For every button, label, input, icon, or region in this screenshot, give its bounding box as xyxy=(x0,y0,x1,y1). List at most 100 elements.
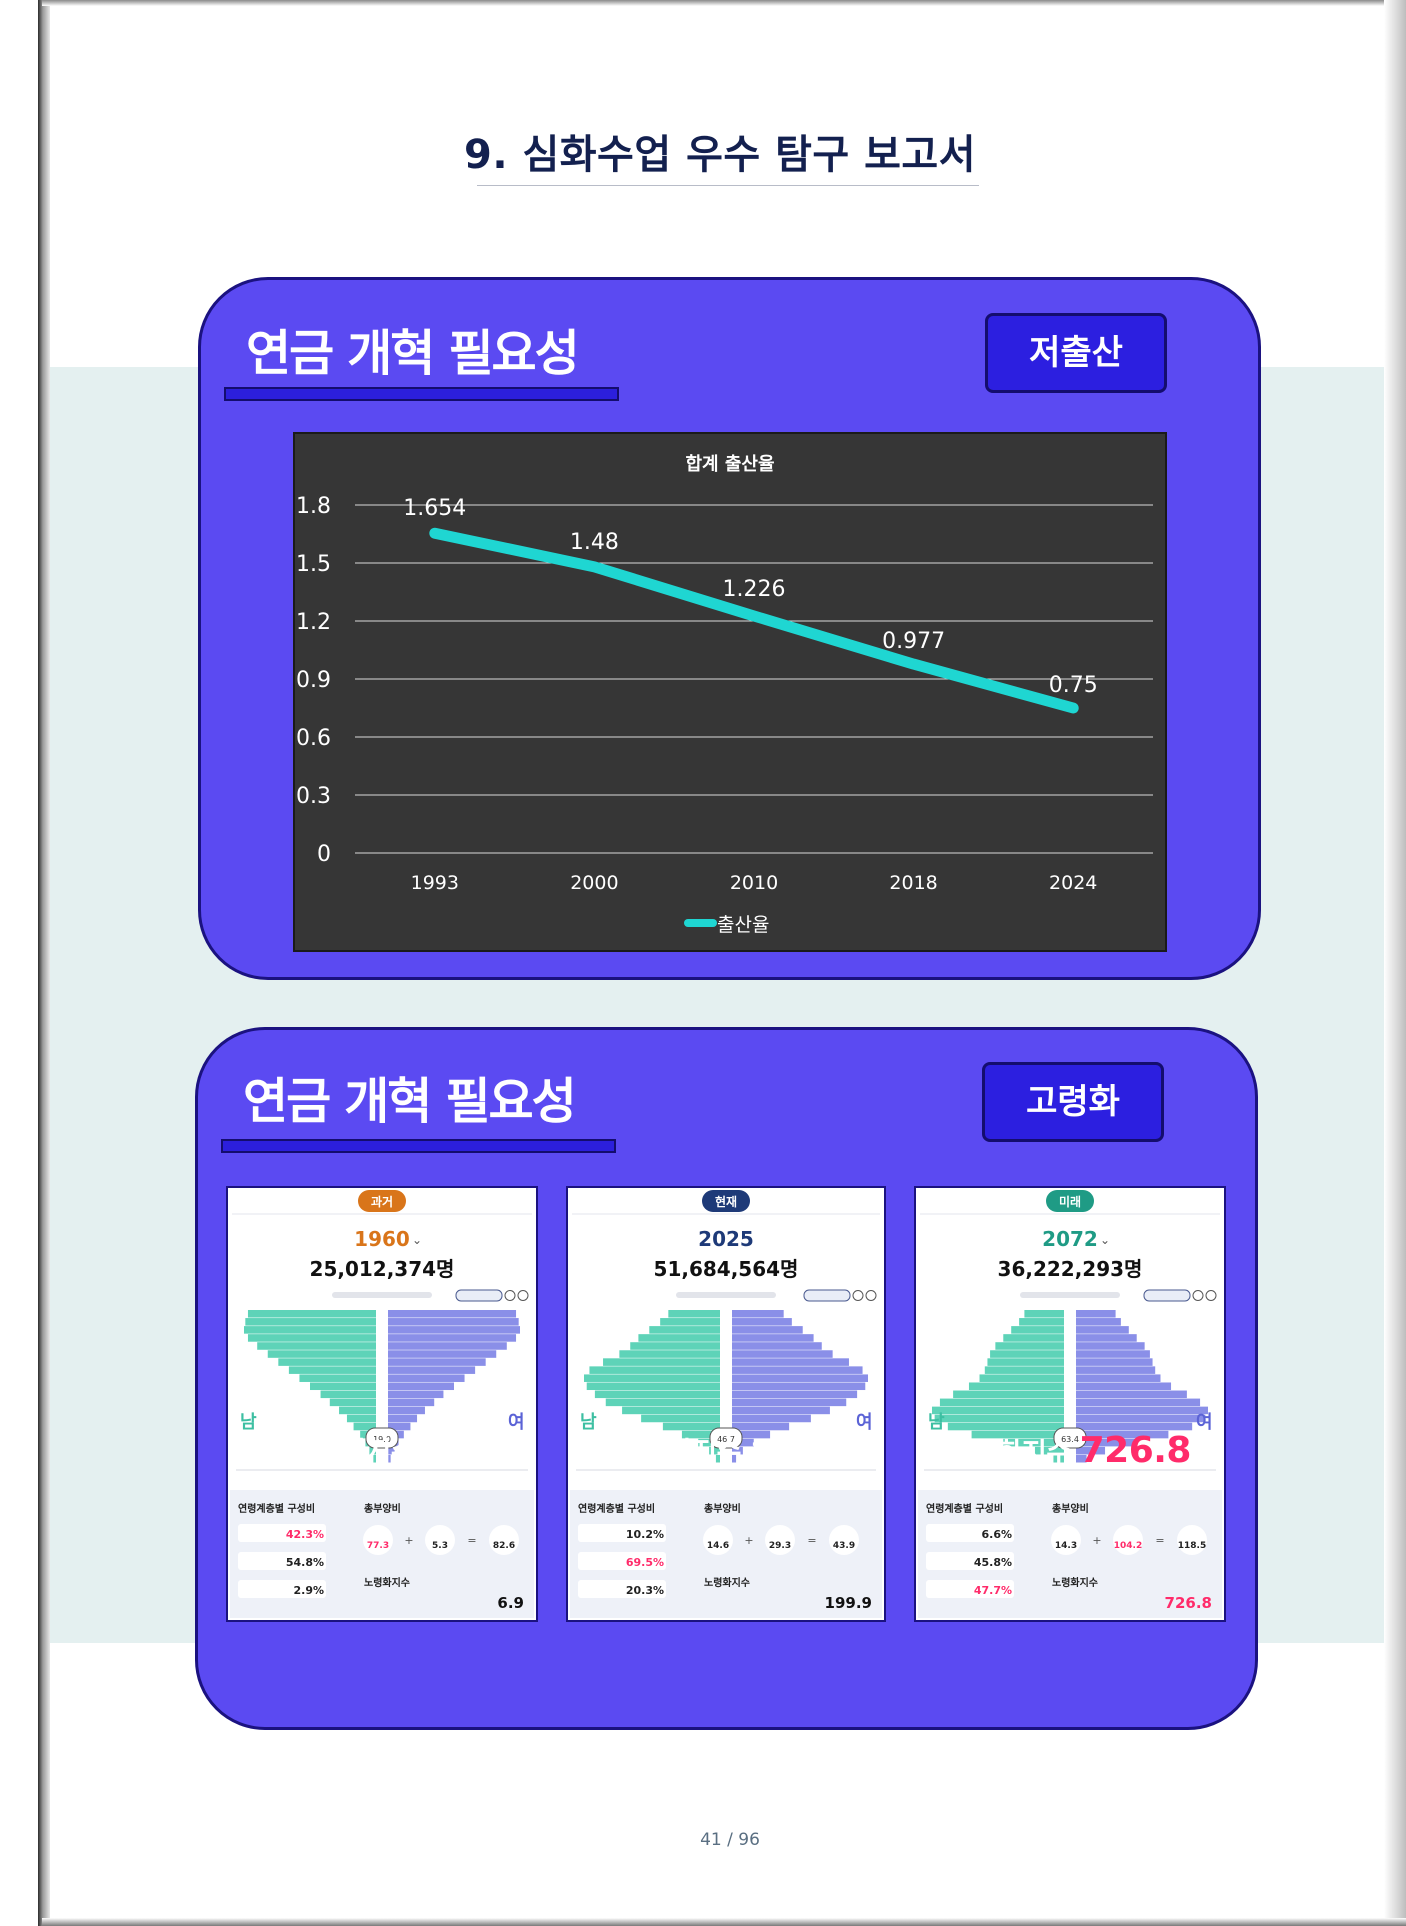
dependency-circle xyxy=(703,1525,733,1555)
male-bar xyxy=(310,1382,376,1391)
female-bar xyxy=(388,1390,444,1399)
chevron-down-icon: ⌄ xyxy=(412,1233,422,1247)
data-label: 1.48 xyxy=(570,530,619,555)
composition-value: 20.3% xyxy=(626,1584,664,1597)
dependency-title: 총부양비 xyxy=(1052,1502,1089,1515)
male-bar xyxy=(586,1382,720,1391)
data-label: 0.977 xyxy=(882,629,945,654)
female-bar xyxy=(1076,1422,1193,1431)
female-bar xyxy=(732,1406,830,1415)
page-number: 41 / 96 xyxy=(700,1830,760,1850)
plus-sign: + xyxy=(1092,1534,1101,1547)
composition-row xyxy=(238,1524,326,1542)
male-bar xyxy=(594,1390,720,1399)
aging-index-value: 6.9 xyxy=(497,1594,524,1612)
male-bar xyxy=(641,1414,720,1423)
period-badge-label: 현재 xyxy=(715,1194,737,1209)
pyramid-card-future: 미래 2072 ⌄ 36,222,293명 63.4 남 여 연령계층별 구성비 6.6% 45.… xyxy=(914,1186,1226,1622)
topic-tag: 저출산 xyxy=(985,313,1167,393)
female-bar xyxy=(1076,1438,1137,1447)
dependency-value: 14.3 xyxy=(1055,1541,1077,1551)
heading-underline xyxy=(221,1139,616,1153)
line-chart-svg: 합계 출산율 0 0.3 0.6 0.9 1.2 1.5 1.8 1993 2000 2010 201… xyxy=(296,453,1153,936)
data-point xyxy=(429,528,440,539)
y-tick-label: 0.6 xyxy=(296,726,331,751)
composition-value: 10.2% xyxy=(626,1528,664,1541)
composition-row xyxy=(926,1552,1014,1570)
median-age-label: 63.4 xyxy=(1061,1435,1079,1444)
male-bar xyxy=(245,1318,376,1326)
chart-title: 합계 출산율 xyxy=(685,453,774,475)
composition-value: 2.9% xyxy=(293,1584,324,1597)
male-bar xyxy=(979,1374,1064,1382)
male-bar xyxy=(1003,1334,1064,1342)
male-bar xyxy=(584,1374,720,1382)
data-label: 0.75 xyxy=(1049,673,1098,698)
male-bar xyxy=(369,1446,376,1455)
male-bar xyxy=(668,1310,720,1318)
dependency-value: 43.9 xyxy=(833,1541,855,1551)
female-bar xyxy=(388,1350,497,1358)
birth-rate-chart: 합계 출산율 0 0.3 0.6 0.9 1.2 1.5 1.8 1993 2000 2010 201… xyxy=(293,432,1167,952)
female-bar xyxy=(1076,1454,1087,1463)
female-bar xyxy=(1076,1406,1208,1415)
composition-row xyxy=(238,1552,326,1570)
aging-index-value: 199.9 xyxy=(825,1594,872,1612)
dependency-circle xyxy=(1113,1525,1143,1555)
composition-title: 연령계층별 구성비 xyxy=(578,1502,655,1515)
help-icon xyxy=(1205,1290,1217,1301)
data-label: 1.654 xyxy=(403,496,466,521)
data-point xyxy=(1068,703,1079,713)
female-bar xyxy=(1076,1382,1172,1391)
chevron-down-icon: ⌄ xyxy=(1100,1233,1110,1247)
male-label: 남 xyxy=(928,1412,945,1433)
y-tick-label: 1.8 xyxy=(296,494,331,519)
composition-value: 6.6% xyxy=(981,1528,1012,1541)
y-tick-label: 0.9 xyxy=(296,668,331,693)
composition-row xyxy=(238,1580,326,1598)
dependency-circle xyxy=(829,1525,859,1555)
note-bar xyxy=(676,1292,776,1298)
aging-index-caption-present: 노령화지수 199.9 xyxy=(619,1437,833,1468)
female-bar xyxy=(388,1366,476,1374)
female-bar xyxy=(732,1382,866,1391)
aging-index-caption-future: 노령화지수 726.8 xyxy=(914,1430,1226,1471)
aging-index-title: 노령화지수 xyxy=(704,1576,750,1589)
male-label: 남 xyxy=(240,1412,257,1433)
female-bar xyxy=(1076,1366,1156,1374)
male-bar xyxy=(373,1454,376,1463)
dependency-circle xyxy=(425,1525,455,1555)
page-title: 9. 심화수업 우수 탐구 보고서 xyxy=(463,132,977,178)
male-bar xyxy=(649,1326,720,1334)
population-total: 25,012,374명 xyxy=(310,1257,455,1281)
male-bar xyxy=(968,1382,1064,1391)
composition-value: 54.8% xyxy=(286,1556,324,1569)
female-label: 여 xyxy=(856,1412,873,1433)
male-bar xyxy=(339,1406,376,1415)
male-bar xyxy=(662,1422,720,1431)
male-bar xyxy=(638,1334,720,1342)
composition-value: 42.3% xyxy=(286,1528,324,1541)
female-bar xyxy=(388,1374,465,1382)
female-bar xyxy=(388,1326,520,1334)
male-bar xyxy=(709,1446,720,1455)
age-scale-strip xyxy=(1064,1306,1076,1463)
male-bar xyxy=(990,1350,1064,1358)
male-bar xyxy=(681,1430,720,1439)
female-bar xyxy=(732,1430,771,1439)
female-bar xyxy=(732,1422,790,1431)
aging-index-title: 노령화지수 xyxy=(364,1576,410,1589)
dependency-circle xyxy=(363,1525,393,1555)
dependency-value: 29.3 xyxy=(769,1541,791,1551)
male-bar xyxy=(630,1342,720,1350)
info-icon xyxy=(1192,1290,1204,1301)
male-bar xyxy=(244,1326,376,1334)
male-bar xyxy=(299,1374,376,1382)
aging-index-caption-prefix: 노령화지수 xyxy=(949,1438,1080,1469)
female-bar xyxy=(1076,1430,1169,1439)
female-bar xyxy=(732,1358,849,1366)
period-badge xyxy=(358,1190,406,1212)
age-scale-strip xyxy=(376,1306,388,1463)
male-bar xyxy=(953,1390,1064,1399)
aging-panel: 연금 개혁 필요성 고령화 과거 1960 ⌄ 25,012,374명 19.0 남 여 연령… xyxy=(195,1027,1258,1730)
